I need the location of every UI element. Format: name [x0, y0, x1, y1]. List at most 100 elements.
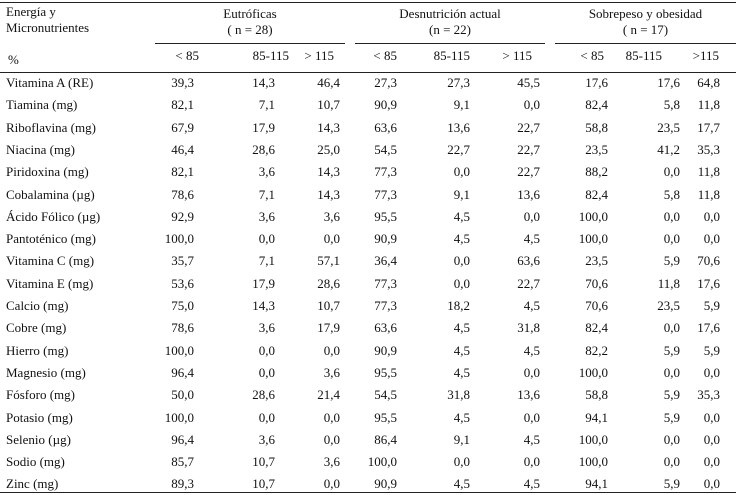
row-label: Zinc (mg) [6, 476, 59, 492]
cell: 25,0 [317, 141, 340, 157]
cell: 50,0 [171, 387, 194, 403]
cell: 82,4 [585, 320, 608, 336]
cell: 7,1 [258, 97, 275, 113]
cell: 70,6 [697, 253, 720, 269]
cell: 3,6 [258, 431, 275, 447]
cell: 77,3 [374, 186, 397, 202]
cell: 90,9 [374, 342, 397, 358]
cell: 0,0 [663, 364, 680, 380]
cell: 82,4 [585, 186, 608, 202]
cell: 17,9 [252, 275, 275, 291]
cell: 0,0 [663, 231, 680, 247]
cell: 0,0 [258, 409, 275, 425]
cell: 58,8 [585, 119, 608, 135]
cell: 11,8 [697, 164, 720, 180]
column-header: >115 [692, 48, 719, 63]
cell: 100,0 [578, 208, 608, 224]
cell: 17,6 [697, 320, 720, 336]
row-label: Hierro (mg) [6, 342, 69, 358]
cell: 58,8 [585, 387, 608, 403]
cell: 46,4 [317, 75, 340, 90]
cell: 63,6 [374, 119, 397, 135]
cell: 70,6 [585, 275, 608, 291]
cell: 14,3 [252, 298, 275, 313]
row-label: Riboflavina (mg) [6, 119, 96, 135]
cell: 0,0 [663, 431, 680, 447]
column-header: 85-115 [433, 48, 470, 63]
cell: 17,7 [697, 119, 720, 135]
cell: 0,0 [703, 208, 720, 224]
cell: 36,4 [374, 253, 397, 269]
row-label: Potasio (mg) [6, 409, 73, 425]
row-label: Ácido Fólico (µg) [6, 208, 101, 224]
cell: 5,9 [663, 387, 680, 403]
cell: 31,8 [447, 387, 470, 403]
cell: 7,1 [258, 186, 275, 202]
group-title: Eutróficas [223, 6, 277, 21]
cell: 17,6 [585, 75, 608, 90]
cell: 10,7 [317, 97, 340, 113]
cell: 75,0 [171, 298, 194, 313]
cell: 39,3 [171, 75, 194, 90]
cell: 11,8 [697, 97, 720, 113]
cell: 17,9 [317, 320, 340, 336]
cell: 0,0 [703, 364, 720, 380]
column-header: 85-115 [625, 48, 662, 63]
cell: 96,4 [171, 431, 194, 447]
cell: 82,4 [585, 97, 608, 113]
rule [155, 43, 345, 44]
cell: 27,3 [374, 75, 397, 90]
cell: 3,6 [323, 364, 340, 380]
cell: 4,5 [453, 364, 470, 380]
cell: 9,1 [453, 186, 470, 202]
row-label: Sodio (mg) [6, 454, 65, 470]
cell: 78,6 [171, 320, 194, 336]
cell: 95,5 [374, 364, 397, 380]
cell: 46,4 [171, 141, 194, 157]
cell: 85,7 [171, 454, 194, 470]
row-label: Pantoténico (mg) [6, 231, 96, 247]
row-label: Niacina (mg) [6, 141, 75, 157]
cell: 86,4 [374, 431, 397, 447]
cell: 35,3 [697, 141, 720, 157]
row-label: Magnesio (mg) [6, 364, 86, 380]
cell: 22,7 [447, 141, 470, 157]
cell: 0,0 [323, 431, 340, 447]
cell: 0,0 [323, 409, 340, 425]
cell: 14,3 [317, 186, 340, 202]
cell: 9,1 [453, 431, 470, 447]
cell: 0,0 [523, 409, 540, 425]
cell: 18,2 [447, 298, 470, 313]
cell: 14,3 [317, 164, 340, 180]
row-label: Selenio (µg) [6, 431, 71, 447]
cell: 82,1 [171, 97, 194, 113]
group-n: ( n = 28) [227, 22, 273, 37]
row-label: Vitamina C (mg) [6, 253, 95, 269]
cell: 14,3 [252, 75, 275, 90]
cell: 100,0 [164, 231, 194, 247]
cell: 35,3 [697, 387, 720, 403]
cell: 54,5 [374, 387, 397, 403]
cell: 22,7 [517, 275, 540, 291]
cell: 53,6 [171, 275, 194, 291]
rule [355, 43, 545, 44]
cell: 3,6 [258, 208, 275, 224]
cell: 77,3 [374, 298, 397, 313]
header-label: Micronutrientes [6, 20, 90, 35]
cell: 95,5 [374, 208, 397, 224]
cell: 100,0 [578, 364, 608, 380]
cell: 13,6 [447, 119, 470, 135]
cell: 23,5 [585, 141, 608, 157]
cell: 54,5 [374, 141, 397, 157]
cell: 28,6 [252, 387, 275, 403]
cell: 94,1 [585, 409, 608, 425]
cell: 100,0 [164, 409, 194, 425]
cell: 17,9 [252, 119, 275, 135]
cell: 23,5 [657, 298, 680, 313]
cell: 0,0 [323, 476, 340, 492]
column-header: > 115 [502, 48, 532, 63]
cell: 90,9 [374, 97, 397, 113]
rule [0, 72, 736, 73]
cell: 27,3 [447, 75, 470, 90]
